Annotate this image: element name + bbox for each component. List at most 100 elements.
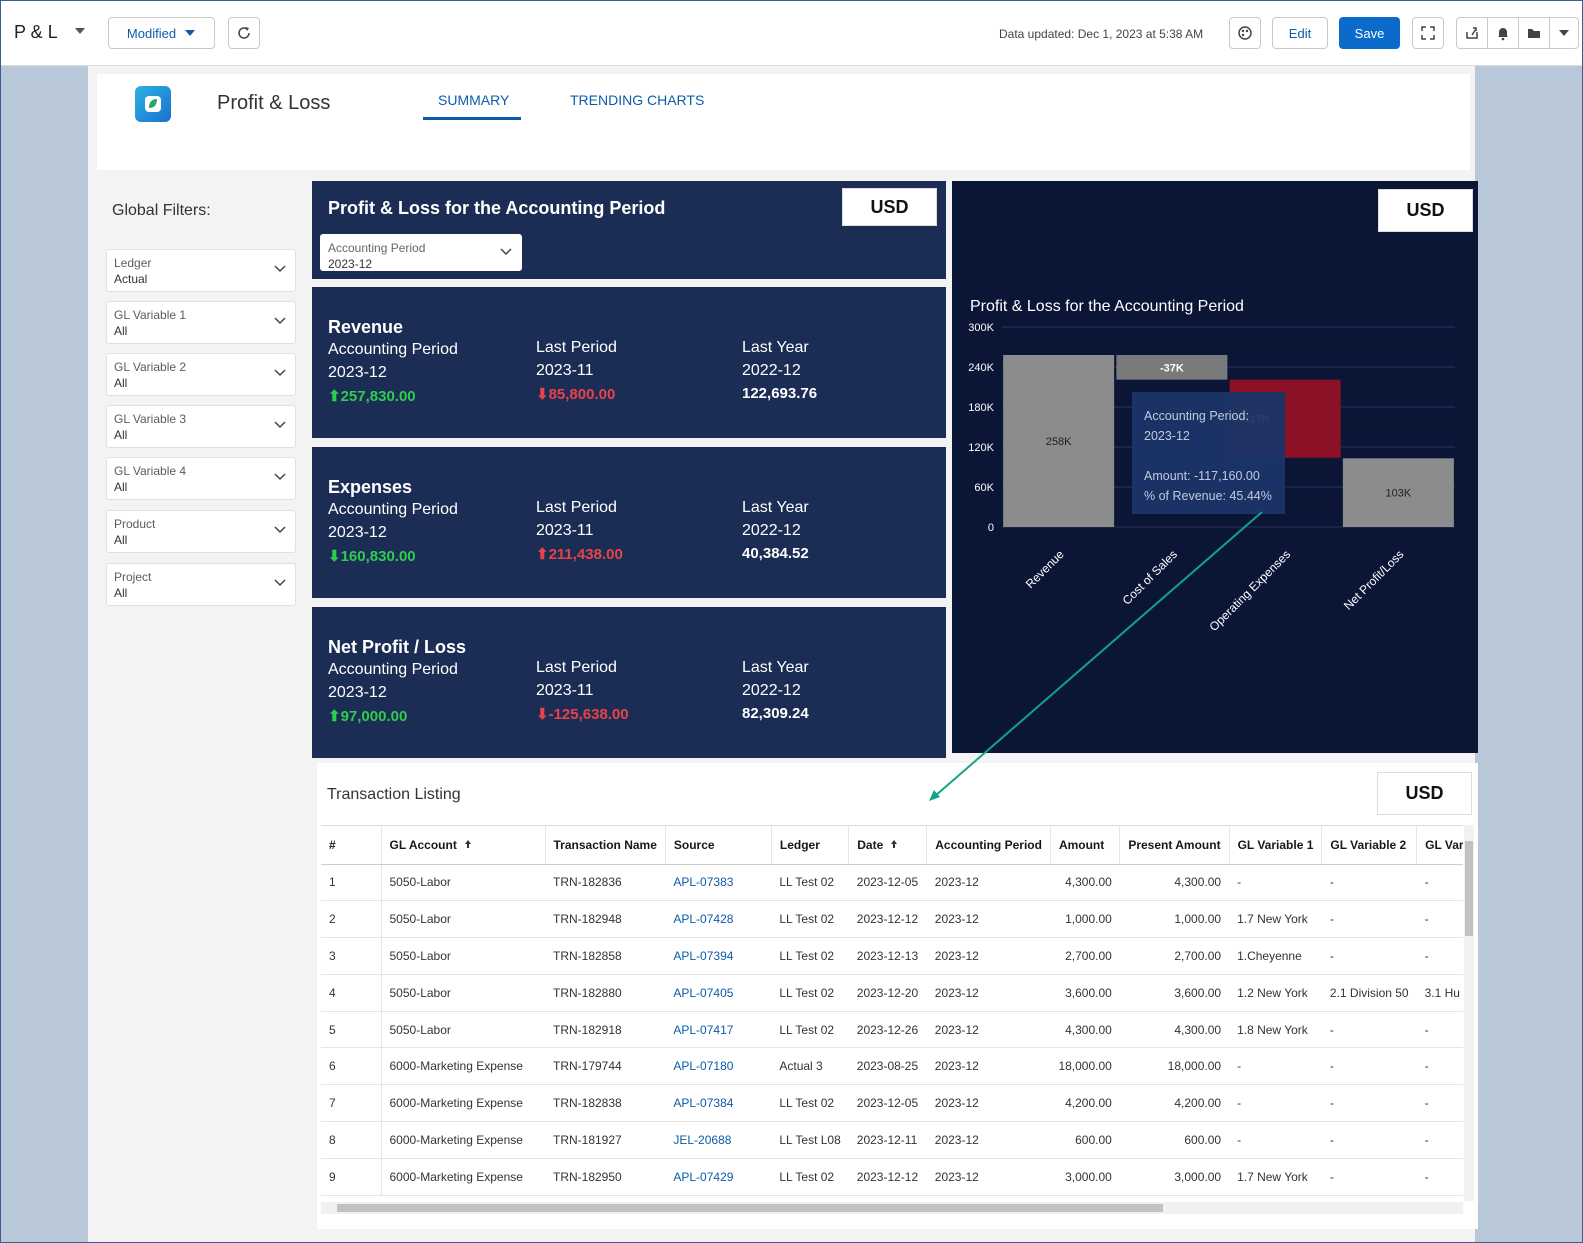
filter-ledger[interactable]: Ledger Actual	[106, 249, 296, 292]
kpi-column: Last Period 2023-11 ⬇-125,638.00	[536, 659, 629, 728]
column-header[interactable]: GL Var	[1416, 826, 1463, 865]
vertical-scroll-thumb[interactable]	[1465, 841, 1473, 936]
chevron-down-icon	[274, 317, 286, 325]
table-row[interactable]: 6 6000-Marketing Expense TRN-179744 APL-071…	[321, 1047, 1463, 1086]
kpi-value: ⬆257,830.00	[328, 388, 416, 405]
tooltip-line: Amount: -117,160.00	[1144, 469, 1260, 483]
table-cell: TRN-182950	[545, 1158, 666, 1196]
horizontal-scrollbar[interactable]	[321, 1202, 1463, 1214]
sort-ascending-icon[interactable]	[889, 839, 899, 849]
table-cell: 3,600.00	[1119, 974, 1230, 1012]
filter-gl-variable-3[interactable]: GL Variable 3 All	[106, 405, 296, 448]
source-link[interactable]: APL-07405	[665, 974, 772, 1012]
source-link[interactable]: APL-07394	[665, 937, 772, 975]
kpi-value: ⬆97,000.00	[328, 708, 408, 725]
column-header[interactable]: Source	[665, 826, 772, 865]
table-row[interactable]: 5 5050-Labor TRN-182918 APL-07417 LL Test 02…	[321, 1011, 1463, 1049]
subscribe-button[interactable]	[1487, 17, 1519, 49]
tooltip-line: Accounting Period:	[1144, 409, 1249, 423]
table-cell: -	[1416, 900, 1463, 939]
table-cell: 600.00	[1119, 1121, 1230, 1159]
table-row[interactable]: 8 6000-Marketing Expense TRN-181927 JEL-206…	[321, 1121, 1463, 1159]
share-button[interactable]	[1456, 17, 1488, 49]
table-cell: 1	[321, 864, 382, 902]
source-link[interactable]: APL-07384	[665, 1084, 772, 1123]
column-header[interactable]: Amount	[1050, 826, 1121, 865]
table-row[interactable]: 9 6000-Marketing Expense TRN-182950 APL-074…	[321, 1158, 1463, 1196]
table-row[interactable]: 3 5050-Labor TRN-182858 APL-07394 LL Test 02…	[321, 937, 1463, 975]
chevron-down-icon	[274, 265, 286, 273]
column-header[interactable]: Date	[848, 826, 928, 865]
app-logo	[135, 86, 171, 122]
table-cell: -	[1229, 1084, 1322, 1123]
column-header[interactable]: GL Variable 1	[1229, 826, 1323, 865]
column-header[interactable]: Present Amount	[1119, 826, 1230, 865]
column-header[interactable]: #	[321, 826, 382, 865]
modified-dropdown[interactable]: Modified	[108, 17, 215, 49]
source-link[interactable]: APL-07383	[665, 864, 772, 902]
table-cell: 2023-08-25	[848, 1047, 927, 1086]
sort-ascending-icon[interactable]	[463, 839, 473, 849]
filter-label: GL Variable 2	[114, 360, 187, 374]
column-header[interactable]: GL Variable 2	[1321, 826, 1418, 865]
table-cell: -	[1416, 937, 1463, 975]
table-cell: -	[1321, 864, 1417, 902]
refresh-button[interactable]	[228, 17, 260, 49]
source-link[interactable]: APL-07429	[665, 1158, 772, 1196]
tab-trending-charts[interactable]: TRENDING CHARTS	[570, 92, 705, 108]
active-tab-indicator	[423, 117, 521, 120]
filter-gl-variable-1[interactable]: GL Variable 1 All	[106, 301, 296, 344]
kpi-panel-revenue: Revenue Accounting Period 2023-12 ⬆257,830.…	[312, 287, 946, 438]
column-header[interactable]: GL Account	[381, 826, 546, 865]
table-row[interactable]: 4 5050-Labor TRN-182880 APL-07405 LL Test 02…	[321, 974, 1463, 1012]
source-link[interactable]: APL-07428	[665, 900, 772, 939]
filter-value: All	[114, 376, 128, 390]
table-cell: 1.7 New York	[1229, 1158, 1322, 1196]
title-menu-chevron-icon[interactable]	[74, 24, 86, 42]
table-cell: 2	[321, 900, 382, 939]
edit-button[interactable]: Edit	[1272, 17, 1328, 49]
table-cell: 2023-12	[926, 1158, 1051, 1196]
kpi-column: Last Year 2022-12 40,384.52	[742, 499, 809, 568]
source-link[interactable]: APL-07417	[665, 1011, 772, 1049]
dashboard-header: Profit & Loss	[97, 74, 1470, 170]
horizontal-scroll-thumb[interactable]	[337, 1204, 1163, 1212]
more-actions-button[interactable]	[1549, 17, 1579, 49]
column-header[interactable]: Accounting Period	[926, 826, 1051, 865]
table-cell: -	[1229, 864, 1322, 902]
table-cell: -	[1321, 937, 1417, 975]
table-row[interactable]: 7 6000-Marketing Expense TRN-182838 APL-073…	[321, 1084, 1463, 1123]
table-row[interactable]: 1 5050-Labor TRN-182836 APL-07383 LL Test 02…	[321, 864, 1463, 902]
save-button[interactable]: Save	[1339, 17, 1400, 49]
column-header[interactable]: Ledger	[771, 826, 850, 865]
source-link[interactable]: APL-07180	[665, 1047, 772, 1086]
tooltip-line: % of Revenue: 45.44%	[1144, 489, 1272, 503]
filter-gl-variable-2[interactable]: GL Variable 2 All	[106, 353, 296, 396]
table-currency-label: USD	[1377, 772, 1472, 815]
tab-summary[interactable]: SUMMARY	[438, 92, 510, 108]
table-cell: -	[1321, 1158, 1417, 1196]
accounting-period-select[interactable]: Accounting Period 2023-12	[320, 234, 522, 271]
filter-project[interactable]: Project All	[106, 563, 296, 606]
source-link[interactable]: JEL-20688	[665, 1121, 772, 1159]
table-cell: TRN-182948	[545, 900, 666, 939]
x-tick-label: Cost of Sales	[1120, 547, 1180, 607]
table-row[interactable]: 2 5050-Labor TRN-182948 APL-07428 LL Test 02…	[321, 900, 1463, 939]
column-header[interactable]: Transaction Name	[545, 826, 666, 865]
filter-product[interactable]: Product All	[106, 510, 296, 553]
collections-button[interactable]	[1518, 17, 1550, 49]
fullscreen-button[interactable]	[1412, 17, 1444, 49]
table-cell: TRN-182836	[545, 864, 666, 902]
kpi-column-label: Last Period	[536, 659, 617, 676]
filter-gl-variable-4[interactable]: GL Variable 4 All	[106, 457, 296, 500]
filter-label: GL Variable 1	[114, 308, 187, 322]
kpi-title: Revenue	[328, 317, 404, 337]
theme-button[interactable]	[1229, 17, 1261, 49]
filter-value: All	[114, 480, 128, 494]
expand-icon	[1421, 26, 1435, 40]
vertical-scrollbar[interactable]	[1464, 825, 1474, 1201]
chevron-down-icon	[274, 421, 286, 429]
kpi-column-label: Last Year	[742, 339, 809, 356]
table-cell: 2,700.00	[1119, 937, 1230, 975]
kpi-period: 2023-12	[328, 524, 387, 541]
